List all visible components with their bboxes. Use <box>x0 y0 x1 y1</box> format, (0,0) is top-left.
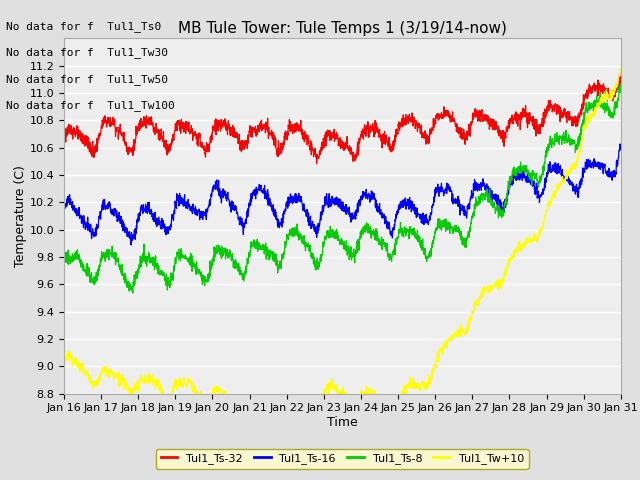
Tul1_Ts-32 <box>601 87 609 93</box>
Line: Tul1_Ts-16: Tul1_Ts-16 <box>64 144 621 245</box>
Tul1_Ts-8 <box>499 212 506 218</box>
Tul1_Tw+10 <box>499 281 506 287</box>
Text: No data for f  Tul1_Tw30: No data for f Tul1_Tw30 <box>6 47 168 58</box>
Legend: Tul1_Ts-32, Tul1_Ts-16, Tul1_Ts-8, Tul1_Tw+10: Tul1_Ts-32, Tul1_Ts-16, Tul1_Ts-8, Tul1_… <box>156 449 529 468</box>
Tul1_Ts-32 <box>313 161 321 167</box>
X-axis label: Time: Time <box>327 416 358 429</box>
Tul1_Tw+10 <box>60 361 68 367</box>
Tul1_Ts-8 <box>617 81 625 86</box>
Tul1_Tw+10 <box>273 427 280 433</box>
Tul1_Ts-32 <box>316 148 324 154</box>
Tul1_Ts-32 <box>601 87 609 93</box>
Tul1_Ts-16 <box>88 228 96 234</box>
Tul1_Ts-16 <box>316 216 324 222</box>
Tul1_Tw+10 <box>601 96 609 101</box>
Tul1_Ts-8 <box>601 110 609 116</box>
Text: No data for f  Tul1_Tw50: No data for f Tul1_Tw50 <box>6 73 168 84</box>
Y-axis label: Temperature (C): Temperature (C) <box>13 165 27 267</box>
Tul1_Ts-8 <box>129 290 136 296</box>
Tul1_Ts-16 <box>616 141 624 147</box>
Tul1_Ts-8 <box>331 232 339 238</box>
Tul1_Tw+10 <box>331 385 339 391</box>
Tul1_Tw+10 <box>88 381 96 387</box>
Tul1_Ts-32 <box>499 139 506 145</box>
Tul1_Ts-32 <box>88 145 96 151</box>
Tul1_Ts-16 <box>60 206 68 212</box>
Tul1_Tw+10 <box>617 66 625 72</box>
Tul1_Tw+10 <box>616 66 624 72</box>
Tul1_Tw+10 <box>601 94 609 99</box>
Tul1_Ts-16 <box>601 163 609 169</box>
Title: MB Tule Tower: Tule Temps 1 (3/19/14-now): MB Tule Tower: Tule Temps 1 (3/19/14-now… <box>178 21 507 36</box>
Line: Tul1_Ts-32: Tul1_Ts-32 <box>64 75 621 164</box>
Tul1_Ts-8 <box>316 254 324 260</box>
Text: No data for f  Tul1_Ts0: No data for f Tul1_Ts0 <box>6 21 162 32</box>
Tul1_Ts-32 <box>60 138 68 144</box>
Tul1_Ts-32 <box>616 72 623 78</box>
Tul1_Ts-32 <box>617 73 625 79</box>
Line: Tul1_Tw+10: Tul1_Tw+10 <box>64 69 621 430</box>
Tul1_Ts-32 <box>331 136 339 142</box>
Tul1_Ts-8 <box>601 104 609 109</box>
Tul1_Ts-16 <box>127 242 135 248</box>
Tul1_Ts-16 <box>499 209 506 215</box>
Tul1_Tw+10 <box>316 402 324 408</box>
Line: Tul1_Ts-8: Tul1_Ts-8 <box>64 84 621 293</box>
Tul1_Ts-16 <box>331 202 339 207</box>
Text: No data for f  Tul1_Tw100: No data for f Tul1_Tw100 <box>6 100 175 111</box>
Tul1_Ts-16 <box>617 143 625 148</box>
Tul1_Ts-8 <box>88 279 96 285</box>
Tul1_Ts-8 <box>60 262 68 267</box>
Tul1_Ts-16 <box>601 162 609 168</box>
